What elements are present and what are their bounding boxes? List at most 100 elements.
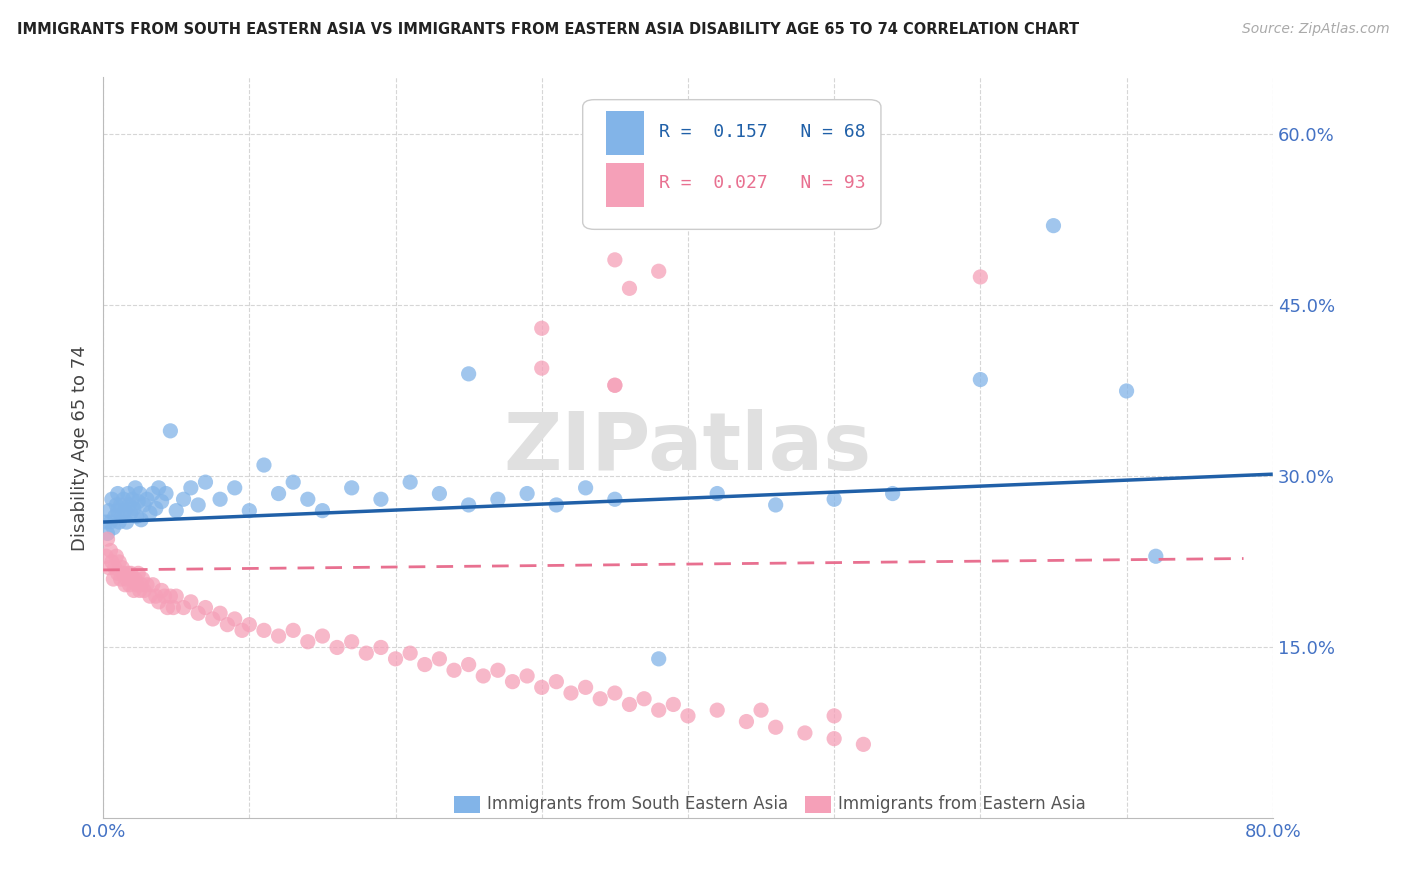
Point [165, 589, 187, 603]
Point [142, 486, 165, 500]
Point [103, 521, 125, 535]
Point [145, 501, 167, 516]
Point [224, 612, 246, 626]
Point [127, 566, 149, 581]
Point [253, 458, 276, 472]
Point [114, 578, 136, 592]
Point [457, 657, 479, 672]
Point [110, 498, 132, 512]
Point [370, 640, 392, 655]
Point [132, 498, 155, 512]
Point [165, 503, 187, 517]
FancyBboxPatch shape [606, 111, 644, 155]
Point [115, 572, 138, 586]
Point [297, 492, 319, 507]
Point [101, 555, 124, 569]
Point [100, 515, 122, 529]
Point [311, 629, 333, 643]
Point [180, 595, 202, 609]
Point [100, 543, 122, 558]
Point [128, 583, 150, 598]
Point [283, 475, 305, 490]
Point [486, 492, 509, 507]
Point [516, 669, 538, 683]
Point [356, 646, 378, 660]
Point [201, 612, 224, 626]
Text: IMMIGRANTS FROM SOUTH EASTERN ASIA VS IMMIGRANTS FROM EASTERN ASIA DISABILITY AG: IMMIGRANTS FROM SOUTH EASTERN ASIA VS IM… [17, 22, 1078, 37]
Point [121, 572, 143, 586]
Point [94, 515, 117, 529]
Point [443, 663, 465, 677]
Point [180, 481, 202, 495]
Point [139, 506, 162, 520]
Point [159, 589, 181, 603]
Point [108, 555, 131, 569]
Point [112, 566, 135, 581]
Point [267, 629, 290, 643]
Point [399, 646, 422, 660]
Point [139, 589, 162, 603]
Point [603, 378, 626, 392]
Point [969, 373, 991, 387]
Point [96, 526, 118, 541]
Point [1042, 219, 1064, 233]
Text: R =  0.157   N = 68: R = 0.157 N = 68 [658, 122, 865, 141]
Point [749, 703, 772, 717]
Point [107, 503, 129, 517]
Point [136, 492, 159, 507]
Point [575, 481, 598, 495]
Point [253, 624, 276, 638]
Point [793, 726, 815, 740]
Point [502, 674, 524, 689]
Point [823, 731, 845, 746]
Point [384, 652, 406, 666]
Point [194, 475, 217, 490]
Point [647, 652, 669, 666]
Point [105, 549, 128, 564]
Point [128, 486, 150, 500]
Point [297, 634, 319, 648]
Point [124, 572, 146, 586]
Point [823, 709, 845, 723]
Point [96, 532, 118, 546]
Point [103, 572, 125, 586]
Point [115, 515, 138, 529]
Point [340, 481, 363, 495]
Text: ZIPatlas: ZIPatlas [503, 409, 872, 487]
Point [187, 498, 209, 512]
FancyBboxPatch shape [606, 162, 644, 207]
Point [187, 607, 209, 621]
Point [486, 663, 509, 677]
Point [1144, 549, 1167, 564]
Point [145, 589, 167, 603]
Point [107, 486, 129, 500]
FancyBboxPatch shape [804, 797, 831, 813]
Point [101, 492, 124, 507]
FancyBboxPatch shape [454, 797, 479, 813]
Point [399, 475, 422, 490]
Point [530, 361, 553, 376]
Point [472, 669, 495, 683]
Point [127, 494, 149, 508]
Point [267, 486, 290, 500]
Point [238, 617, 260, 632]
Point [173, 492, 195, 507]
Point [676, 709, 699, 723]
Point [516, 486, 538, 500]
Point [156, 600, 179, 615]
Point [150, 583, 173, 598]
Point [735, 714, 758, 729]
Point [530, 321, 553, 335]
Point [340, 634, 363, 648]
Point [209, 607, 232, 621]
Point [94, 549, 117, 564]
Point [120, 566, 142, 581]
Point [124, 481, 146, 495]
Point [129, 513, 152, 527]
Point [765, 720, 787, 734]
Text: Immigrants from Eastern Asia: Immigrants from Eastern Asia [838, 796, 1085, 814]
Point [111, 509, 134, 524]
Point [118, 578, 141, 592]
Point [546, 498, 568, 512]
Point [148, 595, 170, 609]
